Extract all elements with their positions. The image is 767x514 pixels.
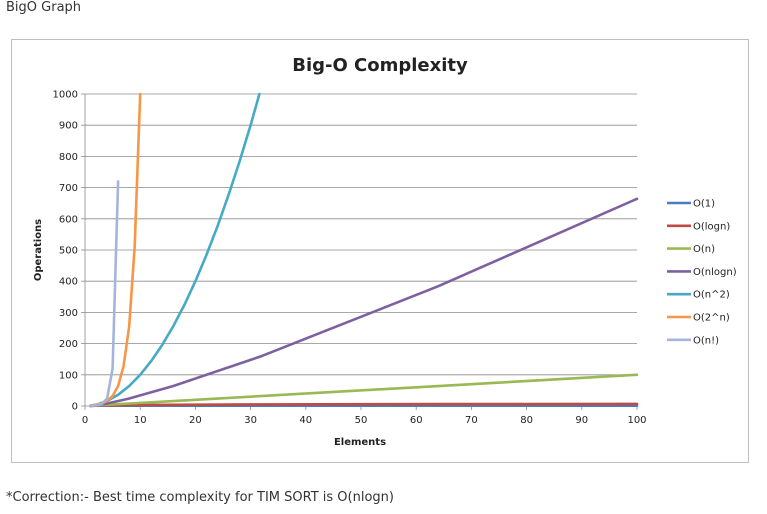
chart-svg: Big-O Complexity 01002003004005006007008…: [33, 55, 737, 448]
chart-title: Big-O Complexity: [292, 55, 468, 76]
y-tick-label: 200: [59, 339, 78, 350]
y-tick-label: 900: [59, 121, 78, 132]
y-axis: 0 100 200 300 400 500 600 700 800 900 1000: [53, 90, 86, 413]
y-tick-label: 300: [59, 308, 78, 319]
x-tick-label: 90: [575, 415, 588, 426]
x-tick-label: 70: [465, 415, 478, 426]
gridlines: [85, 93, 637, 376]
x-axis-title: Elements: [334, 437, 386, 448]
legend-label: O(1): [693, 199, 715, 210]
x-tick-label: 30: [244, 415, 257, 426]
legend-label: O(nlogn): [693, 267, 737, 278]
legend: O(1) O(logn) O(n) O(nlogn) O(n^2) O(2^n) O(n!): [667, 199, 737, 346]
series-line-3: [89, 373, 639, 408]
page-heading: BigO Graph: [6, 0, 82, 15]
y-tick-label: 0: [72, 402, 78, 413]
legend-label: O(2^n): [693, 313, 730, 324]
x-axis: 0 10 20 30 40 50 60 70 80 90 100: [82, 405, 647, 426]
y-axis-title: Operations: [33, 219, 44, 281]
x-tick-label: 50: [355, 415, 368, 426]
series-line-5: [89, 92, 261, 408]
x-tick-label: 100: [627, 415, 646, 426]
y-tick-label: 400: [59, 277, 78, 288]
legend-label: O(n^2): [693, 290, 730, 301]
legend-label: O(n): [693, 244, 715, 255]
footnote: *Correction:- Best time complexity for T…: [6, 490, 394, 505]
chart-figure: Big-O Complexity 0 100 200 300 400 500 600 700 8…: [11, 39, 749, 463]
y-tick-label: 700: [59, 183, 78, 194]
legend-label: O(logn): [693, 221, 730, 232]
x-tick-label: 80: [520, 415, 533, 426]
series-line-7: [89, 180, 120, 408]
y-tick-label: 800: [59, 152, 78, 163]
x-tick-label: 20: [189, 415, 202, 426]
y-tick-label: 100: [59, 370, 78, 381]
x-tick-label: 40: [299, 415, 312, 426]
x-tick-label: 60: [410, 415, 423, 426]
x-tick-label: 0: [82, 415, 88, 426]
y-tick-label: 500: [59, 246, 78, 257]
series-lines: [89, 92, 639, 408]
x-tick-label: 10: [134, 415, 147, 426]
y-tick-label: 600: [59, 214, 78, 225]
legend-label: O(n!): [693, 335, 719, 346]
y-tick-label: 1000: [53, 90, 78, 101]
